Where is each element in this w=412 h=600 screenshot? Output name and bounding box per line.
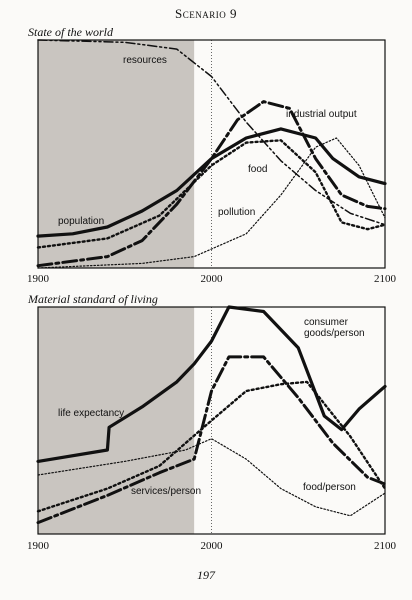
historical-shading bbox=[38, 307, 195, 534]
plot-frame bbox=[37, 39, 386, 269]
series-line-food bbox=[36, 139, 387, 249]
scenario-title: Scenario 9 bbox=[175, 6, 237, 21]
series-label: population bbox=[58, 216, 104, 227]
series-line-resources bbox=[37, 39, 386, 226]
chart-title-material-standard: Material standard of living bbox=[28, 292, 158, 306]
series-line-consumer-goods-person bbox=[36, 355, 387, 525]
series-label: resources bbox=[123, 55, 167, 66]
series-line-pollution bbox=[37, 137, 386, 269]
series-label: life expectancy bbox=[58, 408, 124, 419]
series-label: food bbox=[248, 164, 267, 175]
series-line-food-person bbox=[37, 438, 386, 517]
series-label: food/person bbox=[303, 482, 356, 493]
series-line-services-person bbox=[36, 380, 387, 513]
historical-shading bbox=[38, 40, 195, 268]
series-label: pollution bbox=[218, 207, 255, 218]
series-line-life-expectancy bbox=[36, 305, 387, 463]
chart-title-state-of-world: State of the world bbox=[28, 25, 113, 39]
x-tick-label: 1900 bbox=[27, 540, 50, 552]
series-label: services/person bbox=[131, 486, 201, 497]
series-label: industrial output bbox=[286, 109, 357, 120]
page-number: 197 bbox=[197, 568, 215, 582]
x-tick-label: 2000 bbox=[201, 540, 224, 552]
x-tick-label: 2100 bbox=[374, 273, 397, 285]
chart-panel-1: resources population industrial output food… bbox=[27, 39, 397, 285]
series-label: goods/person bbox=[304, 328, 365, 339]
series-label: consumer bbox=[304, 317, 349, 328]
series-line-population bbox=[36, 127, 387, 238]
x-tick-label: 2100 bbox=[374, 540, 397, 552]
x-tick-label: 2000 bbox=[201, 273, 224, 285]
series-line-industrial-output bbox=[36, 100, 387, 268]
plot-frame bbox=[37, 306, 386, 535]
x-tick-label: 1900 bbox=[27, 273, 50, 285]
